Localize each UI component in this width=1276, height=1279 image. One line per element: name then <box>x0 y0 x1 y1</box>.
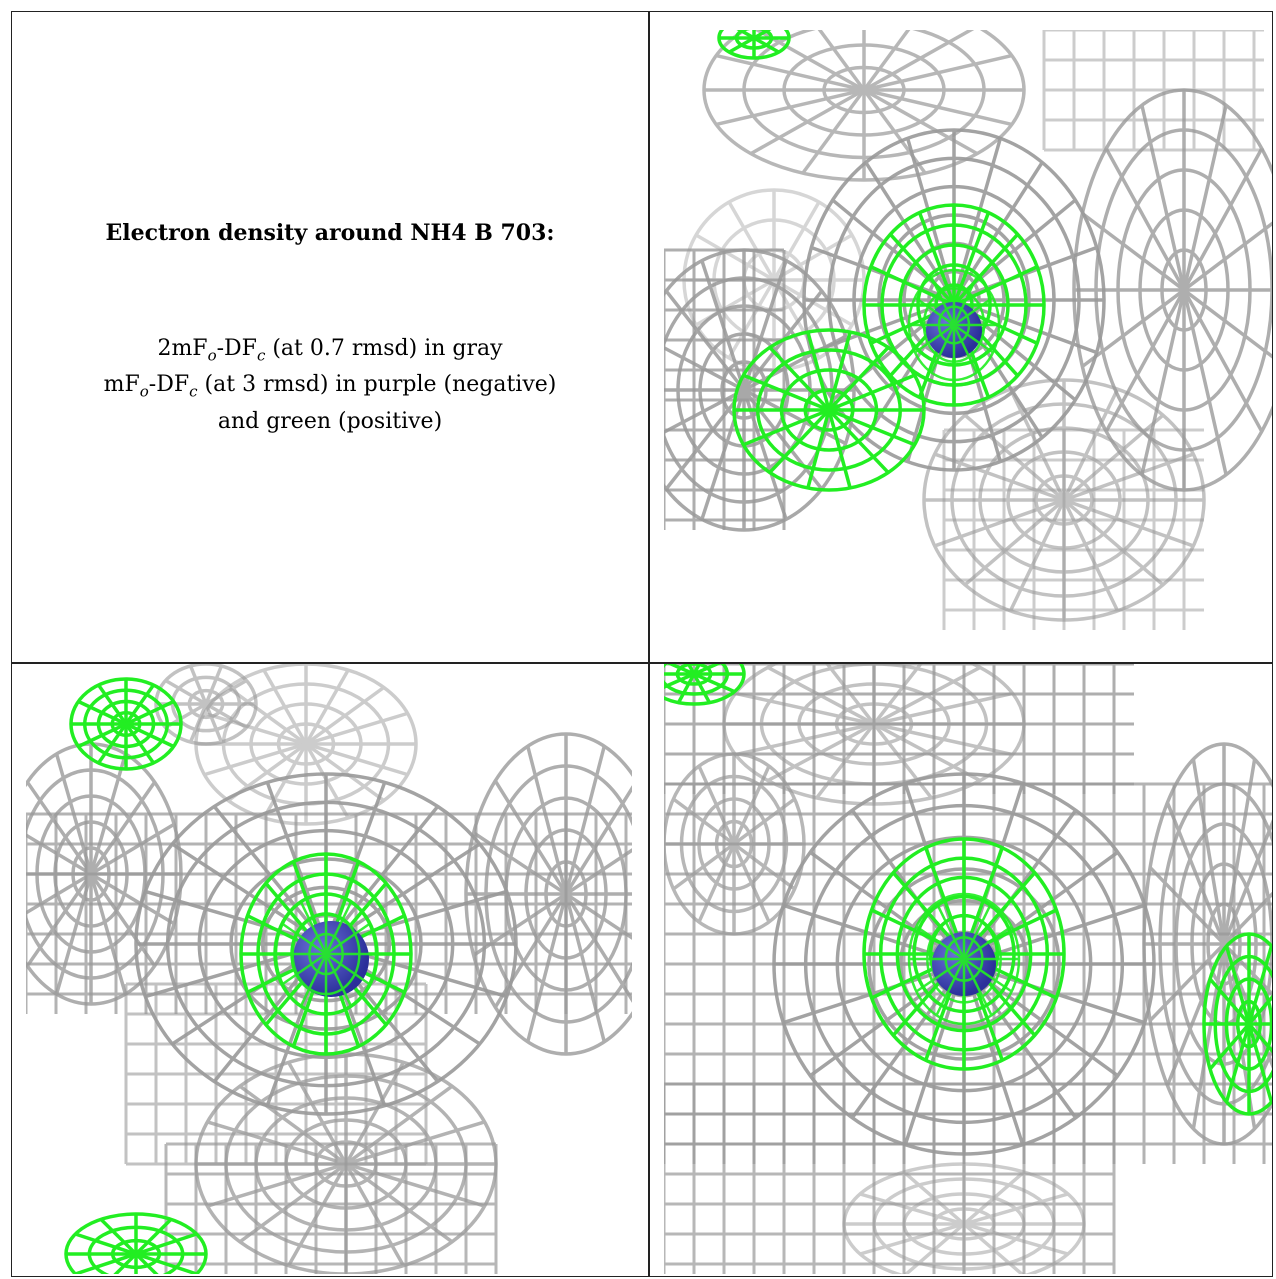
density-mesh <box>26 664 632 1274</box>
legend-line-positive: and green (positive) <box>217 408 443 434</box>
grid-divider-horizontal <box>11 662 1273 664</box>
view-bottom-right <box>664 664 1272 1274</box>
view-bottom-left <box>26 664 632 1274</box>
view-top-right <box>664 30 1272 636</box>
legend-line-2fofc: 2mFo-DFc (at 0.7 rmsd) in gray <box>157 336 503 365</box>
legend-line-fofc: mFo-DFc (at 3 rmsd) in purple (negative) <box>103 372 557 401</box>
grid-divider-vertical <box>648 11 650 1277</box>
figure-frame <box>11 11 1273 1277</box>
density-mesh <box>664 30 1272 630</box>
caption-legend: 2mFo-DFc (at 0.7 rmsd) in gray mFo-DFc (… <box>12 334 648 437</box>
caption-title: Electron density around NH4 B 703: <box>105 220 555 246</box>
caption-panel: Electron density around NH4 B 703: 2mFo-… <box>12 12 648 662</box>
density-mesh <box>664 664 1272 1274</box>
